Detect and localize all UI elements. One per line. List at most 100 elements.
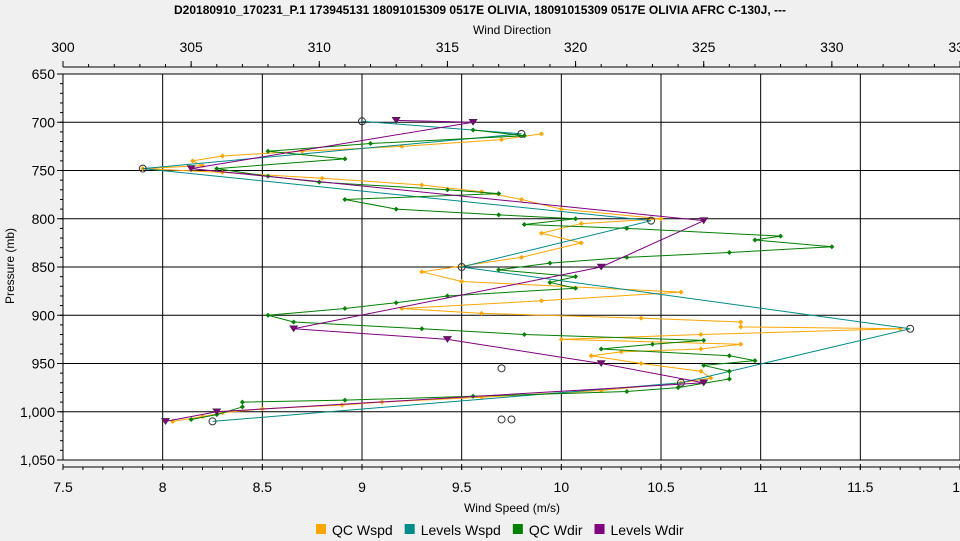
data-point bbox=[596, 263, 606, 271]
y-tick-label: 650 bbox=[32, 66, 56, 82]
data-point bbox=[558, 206, 564, 212]
data-point bbox=[517, 129, 526, 138]
data-point bbox=[738, 324, 744, 330]
y-tick-label: 1,000 bbox=[20, 404, 55, 420]
data-point bbox=[675, 385, 681, 391]
data-point bbox=[726, 376, 732, 382]
data-point bbox=[342, 156, 348, 162]
data-point bbox=[726, 368, 732, 374]
bottom-axis-title: Wind Speed (m/s) bbox=[464, 501, 560, 515]
data-point bbox=[470, 127, 476, 133]
x-top-tick-label: 305 bbox=[179, 39, 203, 55]
data-point bbox=[578, 221, 584, 227]
data-point bbox=[778, 233, 784, 239]
legend: QC Wspd Levels Wspd QC Wdir Levels Wdir bbox=[316, 522, 684, 538]
data-point bbox=[558, 336, 564, 342]
data-point bbox=[752, 358, 758, 364]
data-point bbox=[538, 131, 544, 137]
data-point bbox=[547, 260, 553, 266]
data-point bbox=[708, 375, 714, 381]
x-bottom-tick-label: 12 bbox=[952, 479, 960, 495]
data-point bbox=[647, 216, 656, 225]
x-bottom-tick-label: 9.5 bbox=[452, 479, 472, 495]
data-point bbox=[752, 237, 758, 243]
data-point bbox=[219, 153, 225, 159]
chart-title: D20180910_170231_P.1 173945131 180910153… bbox=[174, 3, 786, 17]
y-tick-label: 1,050 bbox=[20, 452, 55, 468]
x-bottom-tick-label: 8 bbox=[159, 479, 167, 495]
legend-label: QC Wdir bbox=[529, 522, 583, 538]
stray-point bbox=[497, 364, 506, 373]
legend-swatch bbox=[512, 524, 523, 534]
stray-point bbox=[507, 415, 516, 424]
data-point bbox=[186, 165, 196, 173]
data-point bbox=[573, 216, 579, 222]
y-tick-label: 950 bbox=[32, 356, 56, 372]
data-point bbox=[212, 408, 222, 416]
x-bottom-tick-label: 10.5 bbox=[647, 479, 674, 495]
data-point bbox=[698, 368, 704, 374]
data-point bbox=[829, 244, 835, 250]
x-top-tick-label: 315 bbox=[436, 39, 460, 55]
data-point bbox=[289, 325, 299, 333]
data-point bbox=[676, 378, 685, 387]
data-point bbox=[342, 196, 348, 202]
y-tick-label: 750 bbox=[32, 163, 56, 179]
x-top-tick-label: 335 bbox=[948, 39, 960, 55]
data-point bbox=[573, 285, 579, 291]
data-point bbox=[457, 263, 466, 271]
data-point bbox=[521, 133, 527, 139]
data-point bbox=[208, 417, 217, 426]
data-point bbox=[698, 346, 704, 352]
data-point bbox=[538, 298, 544, 304]
series-qc-wdir bbox=[188, 127, 835, 422]
data-point bbox=[479, 310, 485, 316]
data-point bbox=[391, 117, 401, 124]
data-point bbox=[701, 362, 707, 368]
data-point bbox=[649, 341, 655, 347]
data-point bbox=[518, 196, 524, 202]
data-point bbox=[291, 319, 297, 325]
x-bottom-tick-label: 11.5 bbox=[847, 479, 873, 495]
y-tick-label: 700 bbox=[32, 114, 56, 130]
stray-point bbox=[497, 415, 506, 424]
legend-swatch bbox=[594, 524, 605, 534]
data-point bbox=[521, 222, 527, 228]
legend-swatch bbox=[316, 524, 326, 534]
x-bottom-tick-label: 11 bbox=[753, 479, 768, 495]
data-point bbox=[547, 279, 553, 285]
data-point bbox=[190, 158, 196, 164]
data-point bbox=[596, 360, 606, 368]
legend-swatch bbox=[404, 524, 415, 534]
data-point bbox=[393, 206, 399, 212]
data-point bbox=[239, 404, 245, 410]
data-point bbox=[496, 267, 502, 273]
data-point bbox=[738, 319, 744, 325]
x-top-tick-label: 330 bbox=[820, 39, 844, 55]
axis-ticks: 650 700 750 800 850 900 950 1,000 1,050 7.5 8 8.5 9 9… bbox=[20, 39, 960, 495]
data-point bbox=[160, 418, 171, 425]
data-point bbox=[578, 240, 584, 246]
legend-label: Levels Wdir bbox=[611, 522, 684, 538]
data-point bbox=[518, 254, 524, 260]
legend-label: Levels Wspd bbox=[421, 522, 501, 538]
x-top-tick-label: 320 bbox=[564, 39, 588, 55]
data-point bbox=[906, 324, 915, 333]
data-point bbox=[459, 278, 465, 284]
data-point bbox=[638, 361, 644, 366]
legend-label: QC Wspd bbox=[332, 522, 393, 538]
data-point bbox=[699, 379, 709, 387]
data-point bbox=[538, 230, 544, 236]
data-point bbox=[726, 353, 732, 359]
data-point bbox=[496, 212, 502, 218]
series-levels-wspd bbox=[138, 117, 915, 426]
data-point bbox=[444, 187, 450, 193]
data-point bbox=[342, 397, 348, 403]
y-tick-label: 900 bbox=[32, 307, 56, 323]
data-point bbox=[239, 399, 245, 405]
data-point bbox=[419, 269, 425, 275]
data-point bbox=[698, 332, 704, 338]
series-line bbox=[142, 120, 911, 422]
data-point bbox=[468, 118, 478, 126]
